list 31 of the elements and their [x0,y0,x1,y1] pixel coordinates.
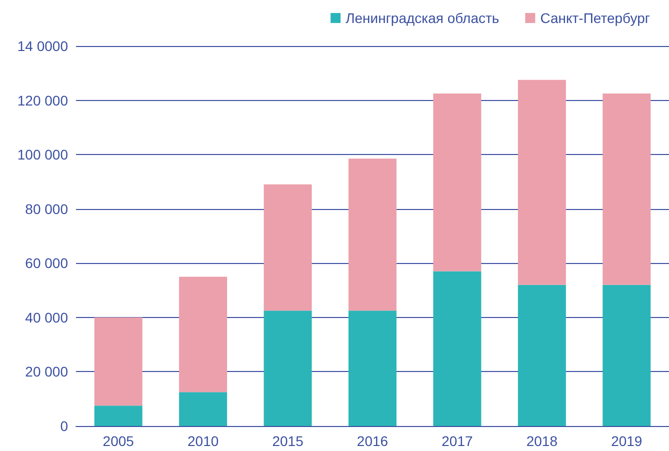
x-tick-label: 2018 [526,433,558,449]
bar [602,284,651,426]
bar [264,184,312,311]
y-tick-label: 100 000 [17,146,68,163]
bar [433,94,482,272]
x-tick-label: 2010 [187,433,219,449]
y-tick-label: 120 000 [17,92,68,108]
bar [348,158,396,311]
legend-label: Санкт-Петербург [540,10,650,26]
x-tick-label: 2015 [272,433,304,449]
y-tick-label: 20 000 [25,364,68,380]
bar [179,392,228,426]
x-tick-label: 2019 [611,433,642,449]
bar [433,271,482,426]
x-tick-label: 2005 [102,433,134,449]
y-tick-label: 14 0000 [17,38,68,54]
bar [348,310,396,426]
y-tick-label: 80 000 [25,200,68,217]
x-tick-label: 2017 [442,433,473,449]
y-tick-label: 60 000 [25,255,68,272]
bar [264,310,312,426]
bar [518,284,566,426]
bar [602,94,651,285]
y-tick-label: 40 000 [25,309,68,326]
legend-label: Ленинградская область [346,10,500,26]
bar [94,406,142,426]
bar [94,317,142,406]
bar [518,80,566,285]
bar [179,276,228,392]
x-tick-label: 2016 [356,433,388,449]
y-tick-label: 0 [60,418,68,434]
